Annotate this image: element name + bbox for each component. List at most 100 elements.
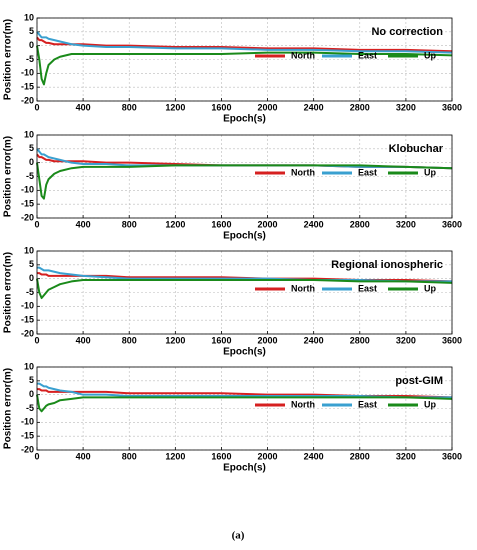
x-tick-label: 1600 <box>211 219 231 229</box>
y-axis-label: Position error(m) <box>3 368 14 449</box>
y-tick-label: -15 <box>21 82 34 92</box>
x-tick-label: 0 <box>34 102 39 112</box>
y-tick-label: -10 <box>21 417 34 427</box>
x-tick-label: 3200 <box>396 451 416 461</box>
x-axis-label: Epoch(s) <box>223 231 266 242</box>
x-tick-label: 3200 <box>396 102 416 112</box>
x-tick-label: 2000 <box>258 335 278 345</box>
y-tick-label: 0 <box>29 40 34 50</box>
y-tick-label: 10 <box>24 361 34 371</box>
x-tick-label: 2800 <box>350 451 370 461</box>
x-tick-label: 800 <box>122 102 137 112</box>
x-tick-label: 3600 <box>442 219 462 229</box>
y-tick-label: -15 <box>21 315 34 325</box>
plot-frame <box>36 250 453 335</box>
y-tick-label: 10 <box>24 12 34 22</box>
y-tick-label: -20 <box>21 444 34 454</box>
y-tick-label: 10 <box>24 129 34 139</box>
y-tick-label: -20 <box>21 328 34 338</box>
y-tick-label: 10 <box>24 245 34 255</box>
series-line <box>36 394 453 413</box>
legend-label: East <box>358 50 377 60</box>
x-tick-label: 1200 <box>165 219 185 229</box>
plot-frame <box>36 366 453 451</box>
x-tick-label: 800 <box>122 335 137 345</box>
x-tick-label: 800 <box>122 451 137 461</box>
x-tick-label: 2400 <box>304 335 324 345</box>
y-tick-label: -20 <box>21 95 34 105</box>
x-axis-label: Epoch(s) <box>223 347 266 358</box>
y-axis-label: Position error(m) <box>3 136 14 217</box>
x-tick-label: 1600 <box>211 451 231 461</box>
x-tick-label: 2400 <box>304 102 324 112</box>
legend-label: East <box>358 283 377 293</box>
x-tick-label: 2800 <box>350 335 370 345</box>
subplot-title: No correction <box>371 26 443 38</box>
x-tick-label: 2800 <box>350 102 370 112</box>
y-tick-label: -10 <box>21 301 34 311</box>
legend-label: North <box>291 167 315 177</box>
y-axis-label: Position error(m) <box>3 19 14 100</box>
subplot-title: post-GIM <box>395 375 443 387</box>
x-tick-label: 3600 <box>442 335 462 345</box>
y-tick-label: -10 <box>21 185 34 195</box>
legend-label: Up <box>424 167 436 177</box>
x-tick-label: 3600 <box>442 451 462 461</box>
y-tick-label: 0 <box>29 273 34 283</box>
x-axis-label: Epoch(s) <box>223 463 266 474</box>
x-tick-label: 1200 <box>165 102 185 112</box>
series-line <box>36 31 453 54</box>
legend-label: North <box>291 283 315 293</box>
x-tick-label: 400 <box>76 451 91 461</box>
legend-label: North <box>291 50 315 60</box>
x-tick-label: 3600 <box>442 102 462 112</box>
y-tick-label: -15 <box>21 199 34 209</box>
y-tick-label: -15 <box>21 431 34 441</box>
series-line <box>36 278 453 300</box>
series-line <box>37 388 453 399</box>
x-tick-label: 1600 <box>211 102 231 112</box>
plot-frame <box>36 17 453 102</box>
x-tick-label: 2000 <box>258 102 278 112</box>
y-tick-label: -5 <box>26 287 34 297</box>
x-tick-label: 0 <box>34 219 39 229</box>
legend-label: Up <box>424 283 436 293</box>
x-tick-label: 400 <box>76 219 91 229</box>
x-tick-label: 3200 <box>396 219 416 229</box>
legend-label: East <box>358 167 377 177</box>
subplot-title: Regional ionospheric <box>331 259 443 271</box>
x-tick-label: 400 <box>76 335 91 345</box>
y-tick-label: 5 <box>29 259 34 269</box>
y-tick-label: -5 <box>26 54 34 64</box>
y-tick-label: 5 <box>29 375 34 385</box>
x-tick-label: 400 <box>76 102 91 112</box>
y-tick-label: 5 <box>29 143 34 153</box>
x-tick-label: 2800 <box>350 219 370 229</box>
y-tick-label: 0 <box>29 389 34 399</box>
x-axis-label: Epoch(s) <box>223 114 266 125</box>
series-line <box>36 45 453 86</box>
y-tick-label: -5 <box>26 403 34 413</box>
y-tick-label: 0 <box>29 157 34 167</box>
x-tick-label: 1200 <box>165 335 185 345</box>
subplot-title: Klobuchar <box>389 143 444 155</box>
plot-frame <box>36 134 453 219</box>
series-line <box>37 382 452 399</box>
x-tick-label: 800 <box>122 219 137 229</box>
legend-label: Up <box>424 50 436 60</box>
legend-label: East <box>358 399 377 409</box>
x-tick-label: 1600 <box>211 335 231 345</box>
x-tick-label: 2000 <box>258 451 278 461</box>
y-tick-label: -10 <box>21 68 34 78</box>
x-tick-label: 0 <box>34 451 39 461</box>
caption: (a) <box>232 530 245 542</box>
x-tick-label: 2400 <box>304 451 324 461</box>
x-tick-label: 2400 <box>304 219 324 229</box>
legend-label: North <box>291 399 315 409</box>
legend-label: Up <box>424 399 436 409</box>
